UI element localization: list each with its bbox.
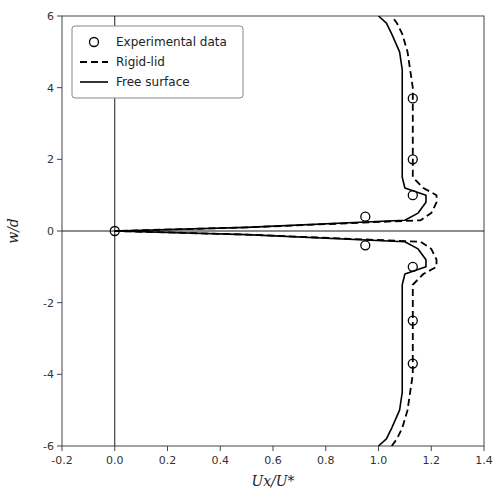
legend-label: Free surface (116, 75, 190, 89)
x-tick (220, 446, 221, 451)
scatter-point (408, 94, 417, 103)
x-tick-label: 1.2 (423, 454, 441, 467)
scatter-point (408, 155, 417, 164)
y-tick (57, 159, 62, 160)
y-tick-label: 6 (47, 10, 54, 23)
scatter-point (408, 359, 417, 368)
scatter-point (408, 262, 417, 271)
plot-frame (62, 16, 484, 446)
x-tick-label: 0.2 (159, 454, 177, 467)
x-tick-label: 0.0 (106, 454, 124, 467)
y-tick-label: 0 (47, 225, 54, 238)
x-tick (273, 446, 274, 451)
y-tick-label: -2 (43, 297, 54, 310)
scatter-point (361, 241, 370, 250)
background (0, 0, 500, 498)
scatter-point (408, 316, 417, 325)
x-tick-label: 0.6 (264, 454, 282, 467)
line-series (115, 16, 426, 446)
x-tick-label: 1.4 (475, 454, 493, 467)
legend: Experimental data Rigid-lid Free surface (72, 26, 243, 98)
x-tick (431, 446, 432, 451)
y-tick (57, 302, 62, 303)
x-tick-label: 0.4 (212, 454, 230, 467)
scatter-point (110, 227, 119, 236)
x-tick-label: 1.0 (370, 454, 388, 467)
x-tick (167, 446, 168, 451)
y-tick (57, 16, 62, 17)
legend-marker (90, 38, 99, 47)
line-series (115, 16, 437, 446)
x-tick (325, 446, 326, 451)
y-tick-label: -4 (43, 368, 54, 381)
y-tick-label: 4 (47, 82, 54, 95)
legend-box (72, 26, 243, 98)
y-tick (57, 231, 62, 232)
chart-svg: -0.2 0.0 0.2 0.4 0.6 0.8 1.0 1.2 1.4 -6 -4 -2 0 2 4 6 Ux… (0, 0, 500, 498)
scatter-series (110, 94, 417, 368)
scatter-point (361, 212, 370, 221)
x-tick (114, 446, 115, 451)
legend-line (80, 61, 108, 63)
y-tick (57, 87, 62, 88)
legend-line (80, 81, 108, 83)
y-tick-label: -6 (43, 440, 54, 453)
legend-label: Rigid-lid (116, 55, 165, 69)
axes: -0.2 0.0 0.2 0.4 0.6 0.8 1.0 1.2 1.4 -6 -4 -2 0 2 4 6 (43, 10, 493, 467)
x-tick (62, 446, 63, 451)
y-axis-label: w/d (5, 218, 21, 244)
x-axis-label: Ux/U* (251, 473, 294, 489)
x-tick-label: -0.2 (51, 454, 72, 467)
legend-label: Experimental data (116, 35, 227, 49)
scatter-point (408, 191, 417, 200)
plot-area (62, 16, 484, 446)
y-tick-label: 2 (47, 153, 54, 166)
y-tick (57, 446, 62, 447)
x-tick (484, 446, 485, 451)
x-tick-label: 0.8 (317, 454, 335, 467)
chart-container: -0.2 0.0 0.2 0.4 0.6 0.8 1.0 1.2 1.4 -6 -4 -2 0 2 4 6 Ux… (0, 0, 500, 498)
x-tick (378, 446, 379, 451)
y-tick (57, 374, 62, 375)
